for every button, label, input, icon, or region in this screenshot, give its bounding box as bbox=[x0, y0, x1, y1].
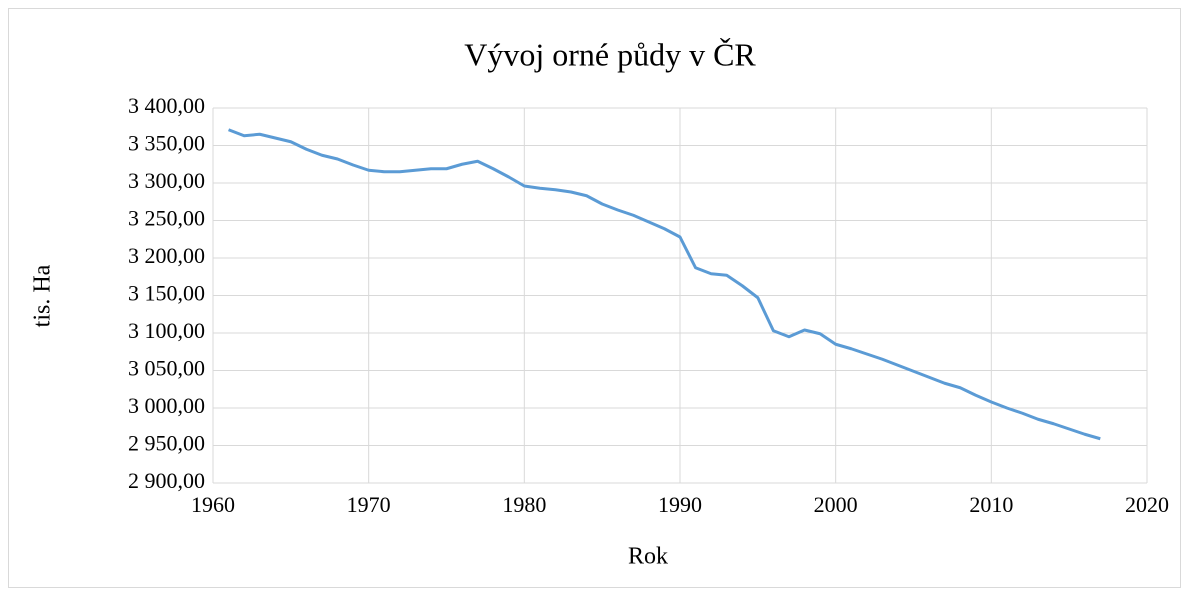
x-tick-label: 2010 bbox=[969, 492, 1013, 517]
y-tick-label: 2 950,00 bbox=[128, 431, 205, 456]
y-tick-label: 3 200,00 bbox=[128, 243, 205, 268]
y-tick-label: 3 050,00 bbox=[128, 356, 205, 381]
y-tick-label: 3 400,00 bbox=[128, 93, 205, 118]
y-tick-label: 3 250,00 bbox=[128, 206, 205, 231]
x-tick-label: 1990 bbox=[658, 492, 702, 517]
x-tick-label: 2000 bbox=[814, 492, 858, 517]
x-tick-label: 1960 bbox=[191, 492, 235, 517]
y-tick-label: 3 000,00 bbox=[128, 393, 205, 418]
y-tick-label: 3 100,00 bbox=[128, 318, 205, 343]
y-tick-label: 2 900,00 bbox=[128, 468, 205, 493]
y-tick-label: 3 150,00 bbox=[128, 281, 205, 306]
x-tick-label: 2020 bbox=[1125, 492, 1169, 517]
y-tick-label: 3 350,00 bbox=[128, 131, 205, 156]
y-axis-label: tis. Ha bbox=[30, 264, 56, 327]
chart-border bbox=[8, 8, 1181, 588]
chart-title: Vývoj orné půdy v ČR bbox=[464, 36, 756, 72]
y-tick-label: 3 300,00 bbox=[128, 168, 205, 193]
x-axis-label: Rok bbox=[628, 544, 668, 570]
x-tick-label: 1970 bbox=[347, 492, 391, 517]
x-tick-label: 1980 bbox=[502, 492, 546, 517]
data-line bbox=[228, 128, 1101, 441]
